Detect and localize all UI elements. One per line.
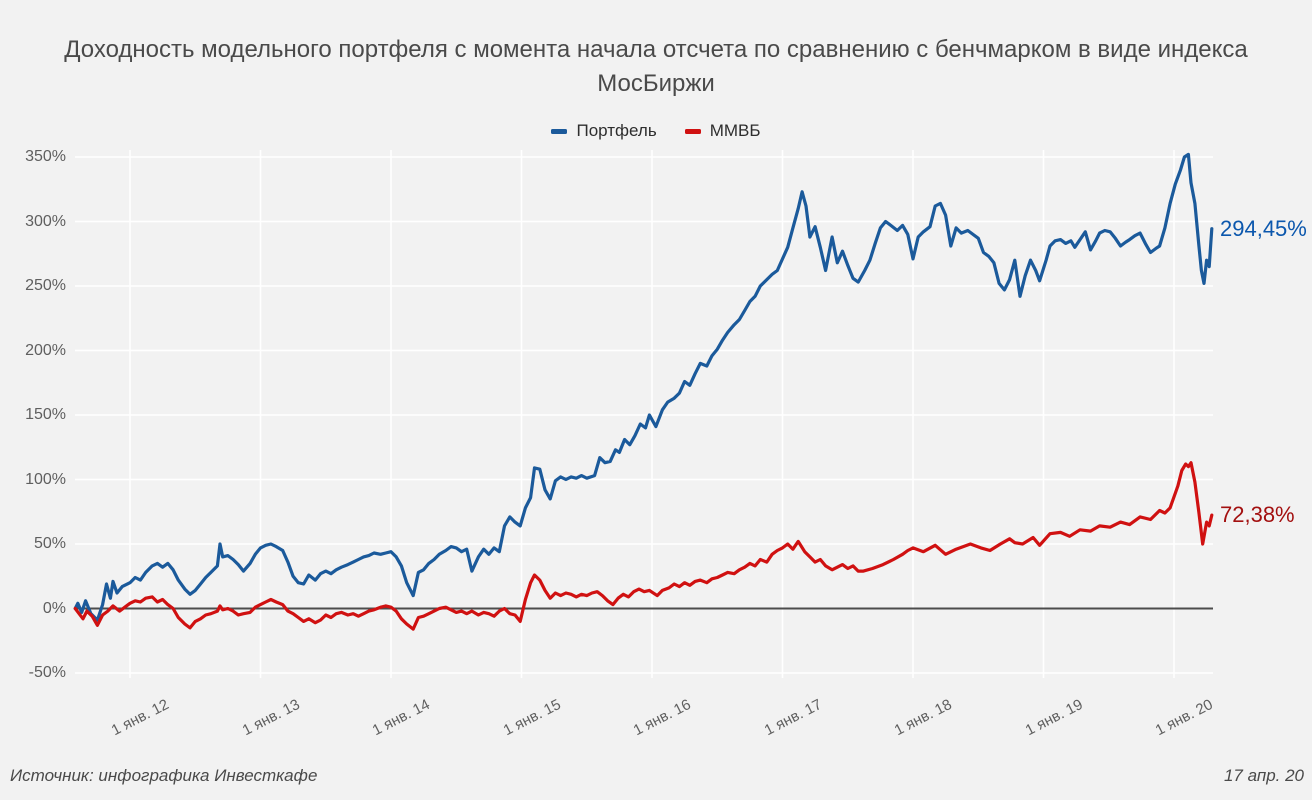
portfolio-end-value-label: 294,45% — [1220, 215, 1307, 241]
chart-title: Доходность модельного портфеля с момента… — [64, 36, 1248, 97]
y-tick-label: 50% — [33, 535, 66, 552]
mmvb-line — [73, 461, 1214, 631]
mmvb-line-swatch — [684, 128, 701, 134]
date-caption: 17 апр. 20 — [1223, 766, 1304, 785]
portfolio-line — [73, 152, 1214, 622]
y-tick-label: 350% — [25, 148, 66, 165]
legend: Портфель ММВБ — [0, 120, 1312, 142]
portfolio-line-swatch — [551, 128, 568, 134]
y-tick-label: -50% — [28, 664, 66, 681]
y-tick-label: 250% — [25, 277, 66, 294]
legend-label-mmvb: ММВБ — [709, 121, 761, 140]
source-caption: Источник: инфографика Инвесткафе — [10, 766, 318, 785]
legend-item-mmvb: ММВБ — [684, 121, 761, 141]
y-tick-label: 0% — [42, 599, 66, 617]
legend-item-portfolio: Портфель — [551, 121, 657, 141]
legend-label-portfolio: Портфель — [576, 121, 657, 140]
y-tick-label: 150% — [25, 406, 66, 423]
y-tick-label: 100% — [25, 470, 66, 488]
mmvb-end-value-label: 72,38% — [1220, 502, 1295, 528]
y-tick-label: 300% — [25, 212, 66, 230]
y-tick-label: 200% — [25, 341, 66, 359]
